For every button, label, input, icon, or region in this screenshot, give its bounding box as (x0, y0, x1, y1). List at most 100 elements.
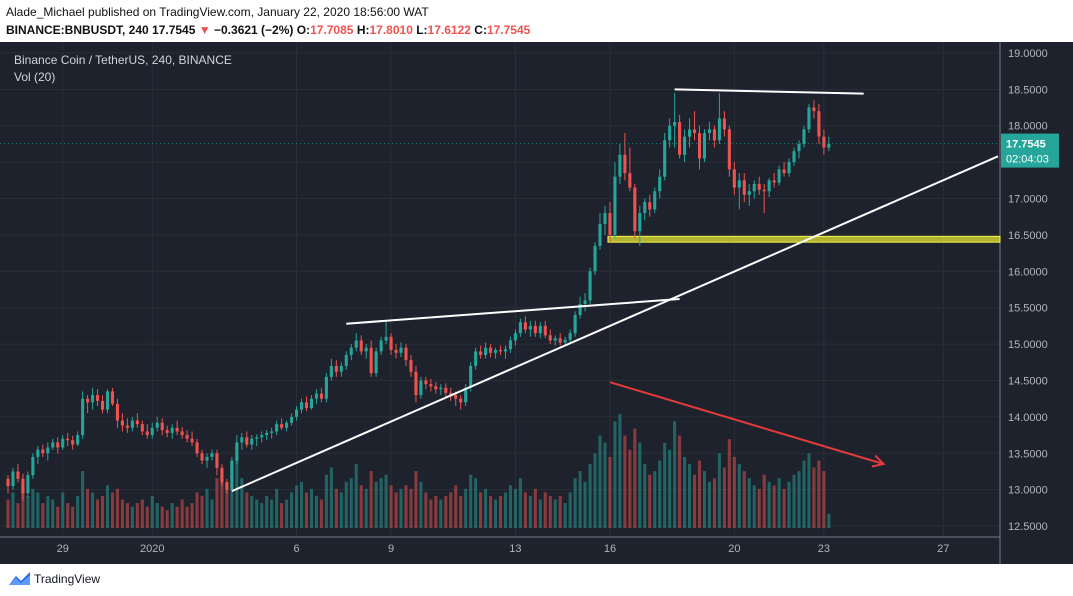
candle-body (573, 314, 577, 334)
candle-body (722, 118, 726, 130)
candle-body (757, 183, 761, 190)
candle-body (508, 340, 513, 350)
candle-body (21, 478, 25, 494)
candle-body (707, 129, 711, 133)
candle-body (379, 340, 383, 352)
candle-body (697, 132, 702, 159)
volume-bar (434, 496, 438, 528)
volume-bar (548, 496, 552, 528)
candle-body (240, 437, 244, 443)
volume-bar (469, 474, 473, 528)
volume-bar (235, 456, 239, 528)
volume-bar (120, 499, 124, 528)
candle-body (633, 187, 637, 232)
volume-bar (628, 449, 632, 528)
candle-body (782, 169, 786, 174)
candle-body (304, 402, 309, 409)
candle-body (678, 122, 682, 155)
volume-bar (429, 499, 433, 528)
low-value: 17.6122 (427, 23, 471, 37)
candle-body (349, 347, 353, 356)
volume-bar (528, 496, 532, 528)
volume-bar (130, 506, 134, 528)
volume-bar (285, 499, 289, 528)
price-change: −0.3621 (−2%) (214, 23, 294, 37)
candle-body (150, 427, 154, 436)
candle-body (598, 223, 602, 246)
volume-bar (319, 499, 323, 528)
volume-bar (399, 488, 403, 528)
volume-arrow-head (871, 454, 886, 468)
volume-bar (419, 481, 423, 528)
candle-body (51, 442, 55, 448)
countdown-tag-value: 02:04:03 (1006, 154, 1049, 166)
volume-bar (299, 481, 304, 528)
candle-body (568, 333, 572, 340)
candle-body (543, 325, 547, 336)
candle-body (493, 349, 498, 353)
volume-bar (100, 496, 105, 528)
tradingview-logo-icon[interactable] (8, 571, 32, 587)
candle-body (603, 213, 607, 224)
volume-bar (712, 478, 716, 528)
volume-bar (135, 503, 139, 528)
candle-body (71, 440, 75, 445)
volume-bar (275, 488, 279, 528)
volume-bar (613, 421, 617, 528)
y-tick-label: 13.0000 (1008, 485, 1048, 497)
volume-decline-arrow (609, 381, 884, 465)
candle-body (120, 420, 124, 426)
candle-body (66, 438, 70, 441)
volume-bar (633, 428, 637, 528)
low-label: L: (416, 23, 428, 37)
candle-body (185, 435, 189, 439)
volume-bar (688, 464, 692, 528)
volume-bar (807, 453, 811, 528)
footer-brand[interactable]: TradingView (34, 572, 101, 586)
y-tick-label: 19.0000 (1008, 48, 1048, 60)
candle-body (533, 325, 537, 334)
candle-body (797, 143, 801, 152)
volume-bar (185, 506, 189, 528)
candle-body (767, 180, 771, 192)
candle-body (26, 475, 30, 494)
candle-body (623, 154, 627, 174)
volume-bar (379, 478, 383, 528)
volume-bar (508, 485, 513, 528)
trendline-top-range (674, 88, 864, 95)
volume-bar (225, 481, 229, 528)
candle-body (479, 351, 483, 356)
candle-body (518, 322, 522, 334)
candle-body (11, 471, 15, 487)
volume-bar (474, 478, 478, 528)
volume-bar (697, 460, 702, 528)
volume-bar (558, 496, 562, 528)
volume-bar (827, 513, 831, 528)
candle-body (503, 349, 508, 352)
volume-bar (538, 499, 542, 528)
volume-bar (484, 488, 488, 528)
candle-body (155, 422, 159, 428)
candle-body (170, 427, 174, 433)
volume-bar (220, 474, 224, 528)
volume-bar (797, 471, 801, 528)
last-price-tag (1001, 133, 1059, 168)
candle-body (96, 395, 100, 401)
price-chart[interactable]: 19.000018.500018.000017.500017.000016.50… (0, 42, 1073, 564)
chart-area[interactable]: 19.000018.500018.000017.500017.000016.50… (0, 42, 1073, 564)
candle-body (394, 349, 398, 353)
volume-bar (344, 481, 348, 528)
volume-bar (568, 492, 572, 528)
y-tick-label: 16.5000 (1008, 230, 1048, 242)
y-tick-label: 18.0000 (1008, 121, 1048, 133)
volume-bar (623, 435, 627, 528)
volume-bar (424, 492, 428, 528)
volume-bar (26, 496, 30, 528)
volume-bar (280, 503, 284, 528)
volume-bar (792, 474, 796, 528)
volume-bar (6, 499, 10, 528)
volume-bar (767, 481, 771, 528)
volume-bar (195, 492, 199, 528)
volume-bar (339, 492, 343, 528)
volume-bar (518, 478, 522, 528)
